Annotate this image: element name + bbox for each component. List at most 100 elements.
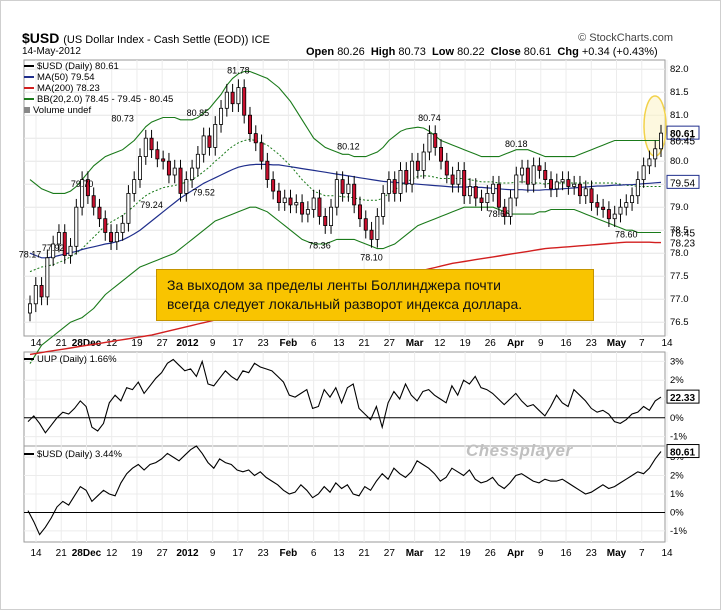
candle-body-38 [248, 115, 251, 133]
usd-panel-legend: $USD (Daily) 3.44% [24, 449, 122, 460]
xlabel-top-10: Feb [280, 338, 298, 349]
candle-body-23 [162, 159, 165, 161]
xlabel-top-7: 9 [210, 338, 216, 349]
candle-body-79 [486, 193, 489, 202]
candle-body-46 [295, 203, 298, 205]
candle-body-51 [324, 216, 327, 225]
xlabel-top-15: Mar [406, 338, 424, 349]
candle-body-42 [272, 180, 275, 192]
xlabel-bottom-22: 23 [586, 548, 598, 559]
candle-body-60 [376, 216, 379, 239]
candle-body-85 [520, 168, 523, 175]
xlabel-bottom-14: 27 [384, 548, 396, 559]
candle-body-97 [590, 189, 593, 203]
candle-body-88 [538, 166, 541, 171]
candle-body-36 [237, 88, 240, 104]
candle-body-102 [619, 207, 622, 214]
candle-body-57 [358, 205, 361, 219]
candle-body-66 [410, 161, 413, 184]
xlabel-bottom-19: Apr [507, 548, 524, 559]
candle-body-94 [573, 184, 576, 186]
candle-body-101 [613, 214, 616, 219]
candle-body-37 [243, 88, 246, 116]
close-value: 80.61 [524, 46, 552, 58]
xlabel-top-24: 7 [639, 338, 645, 349]
xlabel-bottom-7: 9 [210, 548, 216, 559]
xlabel-bottom-17: 19 [460, 548, 472, 559]
legend-swatch-volume [24, 107, 30, 113]
legend-volume: Volume undef [24, 105, 91, 116]
main-ytick-9: 81.0 [670, 110, 689, 121]
candle-body-50 [318, 198, 321, 216]
right-label-1: 80.45 [670, 137, 695, 148]
xlabel-top-14: 27 [384, 338, 396, 349]
candle-body-53 [335, 180, 338, 208]
usd-pct-panel-ytick-2: 1% [670, 489, 684, 500]
legend-swatch-bb [24, 98, 34, 100]
price-annotation-9: 80.12 [337, 142, 360, 152]
candle-body-92 [561, 180, 564, 182]
candle-body-47 [300, 203, 303, 215]
brand-label[interactable]: © StockCharts.com [578, 32, 673, 44]
candle-body-39 [254, 134, 257, 143]
main-ytick-11: 82.0 [670, 64, 689, 75]
candle-body-90 [549, 180, 552, 189]
candle-body-33 [219, 108, 222, 124]
candle-body-13 [104, 219, 107, 233]
candle-body-11 [92, 196, 95, 208]
candle-body-56 [353, 184, 356, 205]
candle-body-70 [434, 134, 437, 148]
main-ytick-1: 77.0 [670, 294, 689, 305]
watermark: Chessplayer [466, 441, 573, 461]
candle-body-104 [630, 196, 633, 203]
candle-body-2 [40, 285, 43, 297]
xlabel-bottom-10: Feb [280, 548, 298, 559]
xlabel-top-17: 19 [460, 338, 472, 349]
xlabel-bottom-21: 16 [560, 548, 572, 559]
candle-body-27 [185, 180, 188, 194]
xlabel-bottom-6: 2012 [176, 548, 199, 559]
xlabel-top-19: Apr [507, 338, 524, 349]
legend-swatch-ma50 [24, 76, 34, 78]
price-annotation-1: 77.92 [42, 243, 65, 253]
legend-ma200: MA(200) 78.23 [24, 83, 100, 94]
candle-body-45 [289, 198, 292, 205]
candle-body-12 [98, 207, 101, 219]
xlabel-top-11: 6 [311, 338, 317, 349]
candle-body-58 [364, 219, 367, 231]
annotation-line-1: За выходом за пределы ленты Боллинджера … [167, 276, 593, 295]
candle-body-107 [648, 159, 651, 166]
uup-panel-last-value: 22.33 [670, 393, 695, 404]
candle-body-54 [341, 180, 344, 194]
candle-body-86 [526, 168, 529, 184]
candle-body-44 [283, 198, 286, 203]
candle-body-71 [439, 147, 442, 161]
candle-body-98 [596, 203, 599, 208]
xlabel-bottom-11: 6 [311, 548, 317, 559]
candle-body-26 [179, 168, 182, 193]
candle-body-14 [109, 233, 112, 242]
close-label: Close [491, 46, 521, 58]
candle-body-8 [75, 207, 78, 246]
candle-body-48 [306, 210, 309, 215]
candle-body-19 [138, 157, 141, 180]
candle-body-30 [202, 136, 205, 154]
candle-body-95 [578, 184, 581, 196]
legend-bb-text: BB(20,2.0) 78.45 - 79.45 - 80.45 [37, 94, 173, 105]
main-ytick-5: 79.0 [670, 202, 689, 213]
usd-legend-text: $USD (Daily) 3.44% [37, 449, 122, 460]
low-label: Low [432, 46, 454, 58]
candle-body-43 [277, 191, 280, 203]
candle-body-63 [393, 180, 396, 194]
legend-ma200-text: MA(200) 78.23 [37, 83, 100, 94]
uup-panel-ytick-0: -1% [670, 432, 687, 443]
candle-body-21 [150, 138, 153, 150]
legend-swatch-ma200 [24, 87, 34, 89]
high-value: 80.73 [398, 46, 426, 58]
candle-body-91 [555, 182, 558, 189]
instrument-name: (US Dollar Index - Cash Settle (EOD)) IC… [63, 34, 270, 46]
xlabel-bottom-16: 12 [434, 548, 446, 559]
candle-body-0 [28, 304, 31, 313]
main-ytick-0: 76.5 [670, 317, 689, 328]
price-annotation-4: 79.24 [140, 200, 163, 210]
